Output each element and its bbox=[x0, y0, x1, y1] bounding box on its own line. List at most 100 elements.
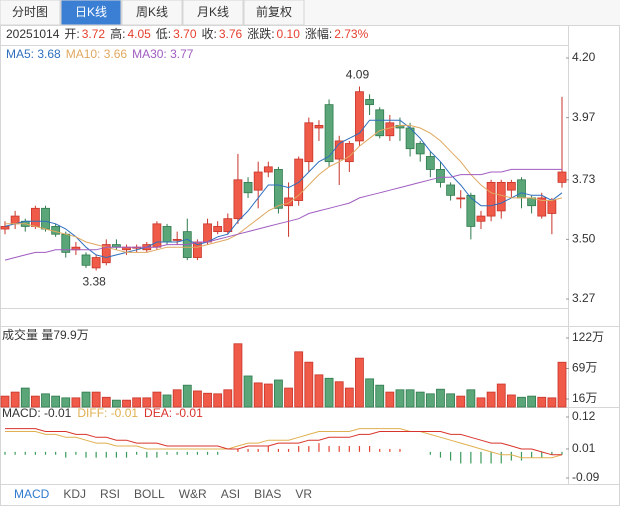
extreme-label: 4.09 bbox=[346, 68, 370, 82]
tab[interactable] bbox=[60, 0, 122, 26]
volume-bar bbox=[415, 391, 425, 408]
candle-body bbox=[162, 226, 172, 243]
candle-body bbox=[263, 166, 273, 173]
volume-bar bbox=[213, 393, 223, 408]
volume-bar bbox=[324, 377, 334, 408]
candle-body bbox=[91, 257, 101, 269]
tab-label[interactable]: 日K线 bbox=[75, 5, 107, 19]
volume-bar bbox=[274, 379, 283, 408]
indicator-tab[interactable]: RSI bbox=[100, 487, 120, 501]
volume-bar bbox=[101, 396, 111, 408]
tab-label[interactable]: 分时图 bbox=[12, 5, 48, 19]
volume-bar bbox=[91, 391, 101, 408]
candle-body bbox=[51, 226, 61, 235]
volume-bar bbox=[243, 375, 253, 408]
y-tick-label: 4.20 bbox=[572, 50, 596, 64]
tab-label[interactable]: 前复权 bbox=[256, 4, 292, 19]
candle-body bbox=[375, 109, 385, 137]
indicator-tab[interactable]: VR bbox=[295, 487, 312, 501]
panel-title: 成交量 量79.9万 bbox=[2, 327, 89, 342]
info-value: 0.10 bbox=[277, 27, 301, 41]
ma-line bbox=[4, 119, 563, 259]
volume-bar bbox=[193, 390, 202, 408]
volume-bar bbox=[395, 389, 405, 408]
tab[interactable] bbox=[182, 0, 244, 26]
volume-bar bbox=[182, 384, 192, 408]
volume-bar bbox=[41, 393, 50, 408]
info-label: 开: bbox=[64, 27, 79, 41]
volume-bar bbox=[304, 361, 314, 408]
candle-body bbox=[547, 200, 557, 214]
volume-bar bbox=[456, 395, 466, 408]
legend-entry: DEA: -0.01 bbox=[144, 406, 203, 420]
legend-entry: DIFF: -0.01 bbox=[77, 406, 138, 420]
indicator-tab[interactable]: MACD bbox=[14, 487, 50, 501]
volume-bar bbox=[122, 399, 131, 408]
candle-body bbox=[294, 158, 304, 201]
indicator-tab[interactable]: BIAS bbox=[254, 487, 281, 501]
volume-bar bbox=[253, 382, 263, 408]
volume-bar bbox=[263, 383, 273, 408]
volume-bar bbox=[486, 391, 496, 408]
y-tick-label: 0.12 bbox=[572, 409, 596, 423]
candle-body bbox=[385, 122, 395, 137]
y-tick-label: 3.50 bbox=[572, 232, 596, 246]
indicator-tab[interactable]: W&R bbox=[179, 487, 207, 501]
ma-line bbox=[4, 168, 562, 261]
candle-body bbox=[274, 169, 283, 209]
candle-body bbox=[223, 218, 233, 233]
volume-bar bbox=[112, 399, 121, 408]
volume-bar bbox=[172, 389, 182, 408]
candle-body bbox=[557, 171, 567, 183]
info-value: 3.76 bbox=[219, 27, 243, 41]
extreme-label: 3.38 bbox=[82, 275, 106, 289]
candle-body bbox=[365, 99, 374, 106]
candle-body bbox=[30, 207, 40, 227]
tab[interactable] bbox=[121, 0, 183, 26]
candle-body bbox=[476, 215, 486, 222]
indicator-tab[interactable]: ASI bbox=[221, 487, 240, 501]
legend-entry: MA30: 3.77 bbox=[132, 47, 194, 61]
candle-body bbox=[486, 181, 496, 217]
info-value: 3.72 bbox=[82, 27, 106, 41]
tab-label[interactable]: 月K线 bbox=[197, 5, 229, 19]
volume-bar bbox=[355, 357, 364, 408]
info-value: 3.70 bbox=[173, 27, 197, 41]
candle-body bbox=[284, 197, 293, 207]
info-value: 4.05 bbox=[127, 27, 151, 41]
candle-body bbox=[203, 223, 212, 243]
volume-bar bbox=[385, 391, 395, 408]
candle-body bbox=[324, 104, 334, 163]
info-label: 收: bbox=[202, 27, 217, 41]
candle-body bbox=[344, 143, 354, 163]
date: 20251014 bbox=[6, 27, 60, 41]
volume-bar bbox=[132, 397, 142, 408]
info-value: 2.73% bbox=[334, 27, 368, 41]
volume-bar bbox=[0, 395, 10, 408]
volume-bar bbox=[547, 397, 557, 408]
tab-label[interactable]: 周K线 bbox=[136, 5, 168, 19]
candle-body bbox=[415, 143, 425, 155]
volume-bar bbox=[142, 397, 152, 408]
legend-entry: MA5: 3.68 bbox=[6, 47, 61, 61]
tab[interactable] bbox=[0, 0, 61, 26]
macd-line bbox=[5, 428, 562, 456]
volume-bar bbox=[425, 393, 435, 408]
candle-body bbox=[253, 171, 263, 191]
volume-bar bbox=[314, 374, 324, 408]
indicator-tab[interactable]: BOLL bbox=[134, 487, 165, 501]
volume-bar bbox=[20, 387, 30, 408]
indicator-tab[interactable]: KDJ bbox=[63, 487, 86, 501]
info-label: 高: bbox=[110, 26, 125, 41]
candle-body bbox=[334, 140, 344, 160]
y-tick-label: 3.97 bbox=[572, 110, 596, 124]
info-label: 涨幅: bbox=[305, 26, 332, 41]
candle-body bbox=[81, 254, 91, 266]
legend-entry: MA10: 3.66 bbox=[66, 47, 128, 61]
volume-bar bbox=[334, 381, 344, 408]
candle-body bbox=[436, 169, 445, 183]
volume-bar bbox=[203, 392, 212, 408]
tab[interactable] bbox=[243, 0, 305, 26]
volume-bar bbox=[30, 395, 40, 408]
